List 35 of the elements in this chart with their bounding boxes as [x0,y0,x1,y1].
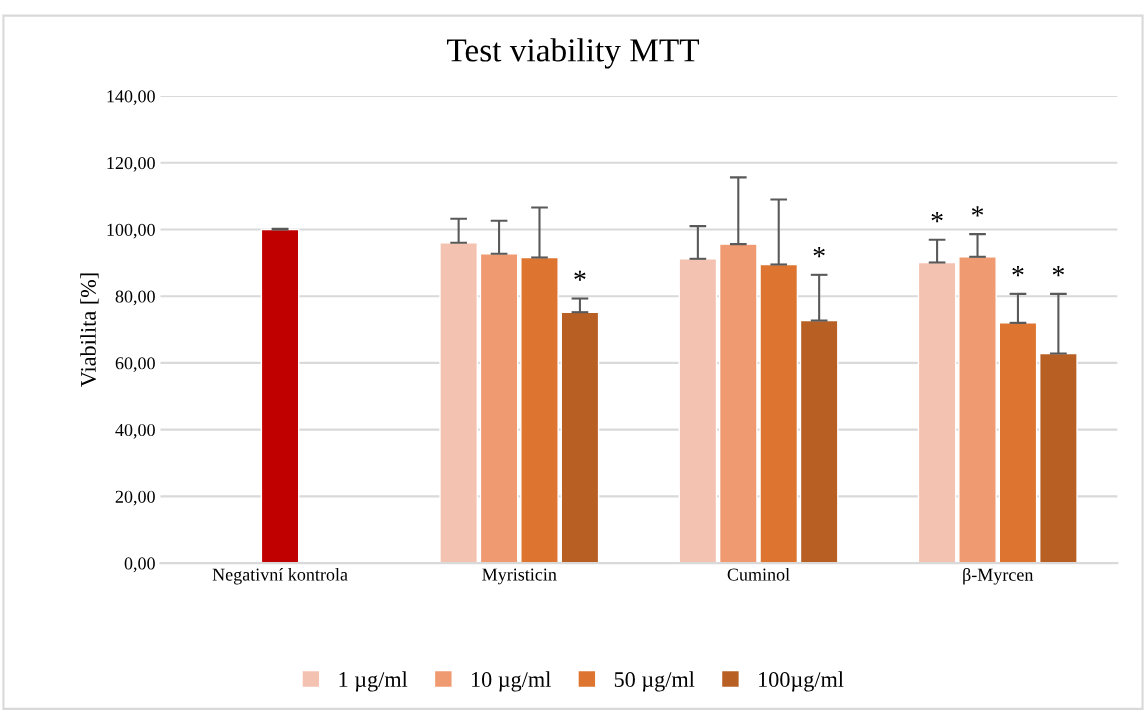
y-tick-label: 60,00 [115,357,155,372]
y-axis-title: Viabilita [%] [80,273,99,387]
y-tick-label: 0,00 [124,557,155,573]
data-label: * [813,246,825,258]
bar [678,258,718,564]
bar [799,319,839,564]
legend-label: 10 µg/ml [471,671,551,692]
bar [479,253,519,564]
data-label: * [931,211,943,223]
x-tick-label: Negativní kontrola [212,567,348,585]
y-tick-label: 20,00 [115,490,155,506]
x-tick-label: Myristicin [482,568,557,585]
legend-label: 50 µg/ml [614,671,695,692]
y-tick-label: 120,00 [107,156,155,172]
bar [1039,352,1078,564]
bar [958,256,997,564]
bar [260,228,300,564]
data-label: * [971,206,984,217]
y-tick-label: 140,00 [107,90,155,106]
x-tick-label: Cuminol [727,567,790,581]
legend-label: 100µg/ml [759,671,844,692]
bar [917,261,957,564]
chart-title: Test viability MTT [447,38,700,69]
bar [998,322,1038,564]
data-label: * [1052,266,1064,277]
bar [439,242,478,564]
data-label: * [1012,266,1024,277]
bar [520,256,559,564]
y-tick-label: 40,00 [115,423,155,439]
x-tick-label: β-Myrcen [963,567,1034,585]
data-label: * [574,270,586,281]
y-tick-label: 80,00 [115,290,155,306]
legend-label: 1 µg/ml [339,671,408,692]
y-tick-label: 100,00 [107,223,155,239]
bar [560,311,600,564]
